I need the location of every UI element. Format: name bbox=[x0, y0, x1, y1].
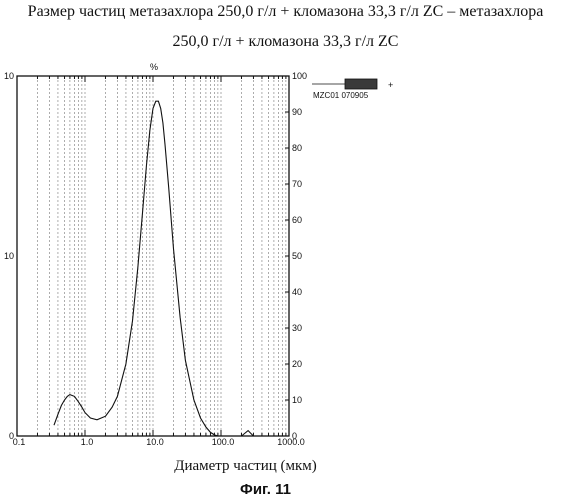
y-right-tick-label: 20 bbox=[292, 359, 302, 369]
y-right-tick-label: 60 bbox=[292, 215, 302, 225]
x-axis-label: Диаметр частиц (мкм) bbox=[0, 458, 531, 475]
percent-axis-label: % bbox=[150, 62, 158, 72]
legend-label: MZC01 070905 bbox=[313, 91, 369, 100]
y-right-tick-label: 80 bbox=[292, 143, 302, 153]
series-layer bbox=[54, 101, 253, 436]
y-right-tick-label: 30 bbox=[292, 323, 302, 333]
y-right-tick-label: 10 bbox=[292, 395, 302, 405]
grid-lines bbox=[17, 76, 286, 436]
x-tick-label: 1.0 bbox=[81, 437, 94, 447]
legend-marker: + bbox=[388, 80, 393, 90]
x-tick-label: 0.1 bbox=[13, 437, 26, 447]
y-right-tick-label: 70 bbox=[292, 179, 302, 189]
y-left-tick-label: 10 bbox=[4, 251, 14, 261]
y-right-tick-label: 100 bbox=[292, 71, 307, 81]
y-right-tick-label: 40 bbox=[292, 287, 302, 297]
x-tick-label: 1000.0 bbox=[277, 437, 305, 447]
y-left-tick-label: 10 bbox=[4, 71, 14, 81]
y-right-tick-label: 0 bbox=[292, 431, 297, 441]
figure-caption: Фиг. 11 bbox=[0, 481, 551, 498]
x-tick-label: 100.0 bbox=[212, 437, 235, 447]
y-left-tick-label: 0 bbox=[9, 431, 14, 441]
legend: MZC01 070905 + bbox=[312, 79, 393, 100]
secondary-series-line bbox=[242, 431, 254, 436]
y-right-tick-label: 50 bbox=[292, 251, 302, 261]
x-tick-label: 10.0 bbox=[146, 437, 164, 447]
legend-swatch bbox=[345, 79, 377, 89]
y-right-tick-label: 90 bbox=[292, 107, 302, 117]
